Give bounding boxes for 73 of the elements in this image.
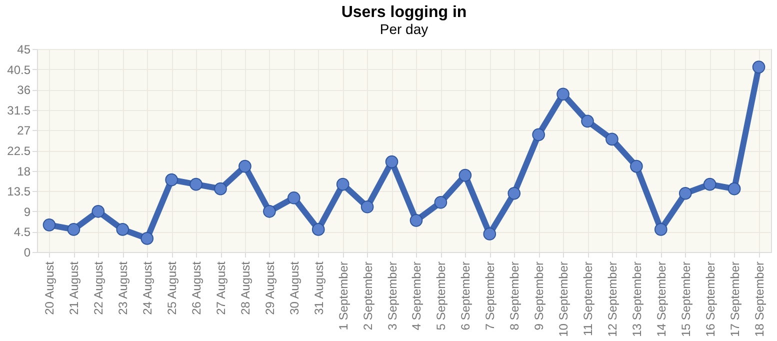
x-tick-label: 14 September (654, 262, 668, 337)
point (606, 132, 618, 146)
point (214, 182, 227, 196)
y-tick-label: 36 (17, 83, 31, 98)
y-tick-label: 4.5 (14, 225, 31, 240)
point (678, 186, 692, 200)
point (238, 160, 252, 173)
x-tick-label: 9 September (532, 262, 546, 330)
point (165, 173, 178, 186)
x-tick-label: 29 August (262, 260, 277, 315)
point (67, 223, 80, 236)
x-tick-label: 12 September (605, 262, 620, 337)
x-tick-label: 22 August (92, 260, 106, 315)
point (140, 232, 154, 245)
x-tick-label: 25 August (165, 260, 180, 315)
x-tick-label: 24 August (140, 260, 155, 315)
x-tick-label: 23 August (116, 260, 130, 315)
x-tick-label: 21 August (67, 260, 82, 315)
y-tick-label: 9 (24, 204, 31, 219)
x-tick-label: 26 August (190, 260, 204, 315)
point (312, 223, 325, 236)
x-tick-label: 16 September (703, 262, 718, 337)
x-tick-label: 3 September (385, 262, 400, 330)
x-tick-label: 13 September (630, 262, 644, 337)
y-tick-label: 45 (17, 42, 31, 56)
point (336, 178, 350, 191)
point (92, 204, 105, 218)
x-tick-label: 15 September (678, 262, 693, 337)
point (360, 200, 374, 214)
x-tick-label: 18 September (752, 262, 766, 337)
x-tick-label: 7 September (483, 262, 498, 330)
x-tick-label: 27 August (214, 260, 228, 315)
point (190, 178, 202, 191)
chart-subtitle: Per day (380, 21, 428, 37)
x-tick-label: 8 September (508, 262, 522, 330)
x-tick-label: 30 August (287, 260, 302, 315)
point (287, 191, 300, 204)
x-tick-label: 6 September (458, 262, 473, 330)
y-tick-label: 22.5 (7, 144, 31, 158)
x-tick-label: 20 August (42, 260, 57, 315)
y-tick-label: 0 (24, 246, 31, 260)
point (703, 178, 716, 191)
point (385, 155, 398, 168)
x-tick-label: 11 September (581, 262, 595, 336)
x-tick-label: 2 September (360, 262, 375, 330)
point (458, 168, 472, 182)
point (630, 160, 643, 173)
x-tick-label: 28 August (238, 260, 252, 315)
y-tick-label: 18 (17, 164, 31, 178)
point (263, 204, 276, 218)
point (581, 114, 594, 128)
x-tick-label: 5 September (434, 262, 448, 330)
x-tick-label: 1 September (336, 262, 350, 330)
x-tick-label: 31 August (312, 260, 326, 315)
y-tick-label: 31.5 (7, 103, 31, 118)
x-tick-label: 10 September (556, 262, 571, 337)
point (410, 214, 423, 227)
point (556, 88, 570, 101)
chart-title: Users logging in (341, 4, 467, 21)
point (42, 218, 56, 232)
point (116, 223, 130, 236)
y-tick-label: 40.5 (7, 62, 31, 77)
point (434, 196, 448, 209)
point (532, 128, 545, 142)
point (483, 228, 496, 240)
point (728, 182, 741, 196)
point (752, 60, 766, 74)
point (654, 223, 668, 236)
y-tick-label: 13.5 (7, 184, 31, 199)
x-tick-label: 4 September (410, 262, 424, 330)
point (508, 186, 521, 200)
x-tick-label: 17 September (728, 262, 742, 337)
y-tick-label: 27 (17, 124, 31, 138)
